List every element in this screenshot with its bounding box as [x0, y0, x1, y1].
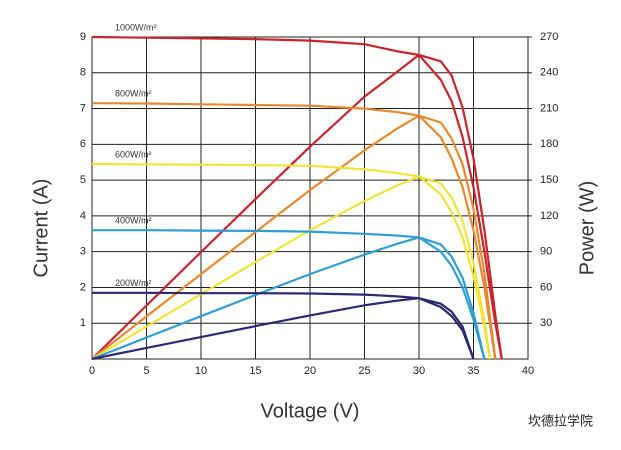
current-line [92, 291, 475, 360]
y-tick-label: 7 [80, 102, 86, 114]
series-label: 400W/m² [115, 216, 152, 226]
y-tick-label: 4 [80, 210, 86, 222]
x-tick-label: 20 [304, 365, 316, 377]
power-line [91, 53, 503, 360]
y2-tick-label: 180 [540, 138, 558, 150]
x-tick-label: 15 [249, 365, 261, 377]
series-label: 600W/m² [115, 149, 152, 159]
y2-tick-label: 60 [540, 281, 552, 293]
current-line [91, 162, 491, 360]
y-tick-label: 3 [80, 246, 86, 258]
x-tick-label: 30 [413, 365, 425, 377]
x-axis-title: Voltage (V) [261, 400, 360, 422]
power-line [91, 236, 486, 361]
x-tick-label: 0 [89, 365, 95, 377]
x-tick-label: 35 [467, 365, 479, 377]
series-label: 200W/m² [115, 278, 152, 288]
series-label: 800W/m² [115, 89, 152, 99]
watermark: 坎德拉学院 [528, 413, 593, 428]
y-tick-label: 1 [80, 317, 86, 329]
y-tick-label: 9 [80, 31, 86, 43]
current-line [92, 229, 486, 360]
y-tick-label: 6 [80, 138, 86, 150]
x-tick-label: 5 [143, 365, 149, 377]
y2-tick-label: 210 [540, 102, 558, 114]
y2-tick-label: 270 [540, 31, 558, 43]
y-tick-label: 2 [80, 281, 86, 293]
current-line [91, 35, 503, 360]
y2-axis-title: Power (W) [576, 181, 598, 275]
y-axis-title: Current (A) [30, 179, 52, 278]
y2-tick-label: 150 [540, 174, 558, 186]
y2-tick-label: 120 [540, 210, 558, 222]
y2-tick-label: 240 [540, 67, 558, 79]
series-label: 1000W/m² [115, 22, 157, 32]
x-tick-label: 40 [522, 365, 534, 377]
y2-tick-label: 30 [540, 317, 552, 329]
current-line [91, 102, 497, 360]
y-tick-label: 5 [80, 174, 86, 186]
x-tick-label: 10 [195, 365, 207, 377]
power-line [91, 175, 491, 360]
power-line [91, 297, 475, 361]
x-tick-label: 25 [358, 365, 370, 377]
y2-tick-label: 90 [540, 246, 552, 258]
y-tick-label: 8 [80, 67, 86, 79]
